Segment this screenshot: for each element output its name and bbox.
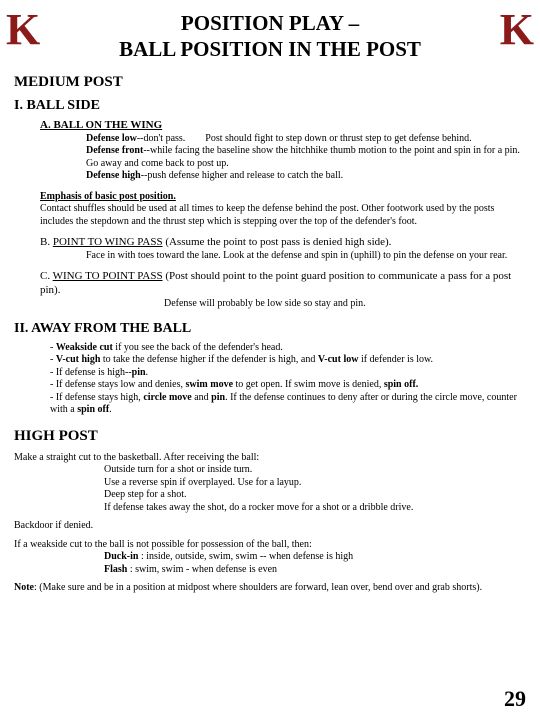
away-l4c: to get open. If swim move is denied,: [233, 379, 384, 390]
away-l4a: - If defense stays low and denies,: [50, 379, 186, 390]
section-ii: II. AWAY FROM THE BALL: [14, 320, 526, 338]
b-paren: (Assume the point to post pass is denied…: [163, 236, 392, 248]
away-line4: - If defense stays low and denies, swim …: [50, 379, 526, 392]
note-text: : (Make sure and be in a position at mid…: [34, 582, 482, 593]
high-l2: Use a reverse spin if overplayed. Use fo…: [104, 477, 526, 490]
c-heading: C. WING TO POINT PASS (Post should point…: [40, 270, 526, 298]
b-body: Face in with toes toward the lane. Look …: [86, 250, 526, 263]
high-l3: Deep step for a shot.: [104, 489, 526, 502]
away-l3b: pin: [132, 367, 146, 378]
duck-text: : inside, outside, swim, swim -- when de…: [138, 551, 353, 562]
a-high-text: --push defense higher and release to cat…: [141, 170, 343, 181]
c-body: Defense will probably be low side so sta…: [164, 298, 526, 311]
away-line5: - If defense stays high, circle move and…: [50, 392, 526, 417]
away-line2: - V-cut high to take the defense higher …: [50, 354, 526, 367]
emphasis-heading: Emphasis of basic post position.: [40, 191, 526, 204]
a-defense-high: Defense high--push defense higher and re…: [86, 170, 526, 183]
away-l3c: .: [146, 367, 149, 378]
away-l3a: - If defense is high--: [50, 367, 132, 378]
section-i-title: BALL SIDE: [26, 98, 100, 113]
a-low-label: Defense low: [86, 133, 137, 144]
away-l5d: pin: [211, 392, 225, 403]
a-low-post: Post should fight to step down or thrust…: [205, 133, 471, 144]
b-heading: B. POINT TO WING PASS (Assume the point …: [40, 236, 526, 250]
away-l1b: Weakside cut: [56, 342, 113, 353]
away-l5c: and: [192, 392, 211, 403]
heading-medium-post: MEDIUM POST: [14, 73, 526, 92]
duck-label: Duck-in: [104, 551, 138, 562]
away-l2c: to take the defense higher if the defend…: [100, 354, 317, 365]
away-l2d: V-cut low: [318, 354, 359, 365]
away-l5f: spin off: [77, 404, 109, 415]
a-high-label: Defense high: [86, 170, 141, 181]
high-flash: Flash : swim, swim - when defense is eve…: [104, 564, 526, 577]
away-l5b: circle move: [143, 392, 191, 403]
section-ii-title: AWAY FROM THE BALL: [31, 321, 191, 336]
section-i: I. BALL SIDE: [14, 97, 526, 115]
a-front-label: Defense front: [86, 145, 143, 156]
a-front-text: --while facing the baseline show the hit…: [86, 145, 520, 169]
heading-high-post: HIGH POST: [14, 427, 526, 446]
section-ii-num: II.: [14, 321, 28, 336]
section-i-num: I.: [14, 98, 23, 113]
away-l5g: .: [109, 404, 112, 415]
flash-text: : swim, swim - when defense is even: [127, 564, 277, 575]
a-low-text: --don't pass.: [137, 133, 185, 144]
away-l4d: spin off.: [384, 379, 418, 390]
high-backdoor: Backdoor if denied.: [14, 520, 526, 533]
a-defense-front: Defense front--while facing the baseline…: [86, 145, 526, 170]
b-title: POINT TO WING PASS: [53, 236, 163, 248]
high-note: Note: (Make sure and be in a position at…: [14, 582, 526, 595]
away-l2b: V-cut high: [56, 354, 101, 365]
high-l1: Outside turn for a shot or inside turn.: [104, 464, 526, 477]
away-line3: - If defense is high--pin.: [50, 367, 526, 380]
high-duck: Duck-in : inside, outside, swim, swim --…: [104, 551, 526, 564]
corner-k-left: K: [6, 2, 40, 57]
a-defense-low: Defense low--don't pass. Post should fig…: [86, 133, 526, 146]
c-lead: C.: [40, 270, 53, 282]
high-weak-intro: If a weakside cut to the ball is not pos…: [14, 539, 526, 552]
high-l4: If defense takes away the shot, do a roc…: [104, 502, 526, 515]
b-lead: B.: [40, 236, 53, 248]
flash-label: Flash: [104, 564, 127, 575]
c-title: WING TO POINT PASS: [53, 270, 163, 282]
away-line1: - Weakside cut if you see the back of th…: [50, 342, 526, 355]
corner-k-right: K: [500, 2, 534, 57]
emphasis-body: Contact shuffles should be used at all t…: [40, 203, 526, 228]
title-line1: POSITION PLAY –: [14, 10, 526, 36]
away-l2e: if defender is low.: [358, 354, 433, 365]
note-label: Note: [14, 582, 34, 593]
page-number: 29: [504, 685, 526, 713]
high-intro: Make a straight cut to the basketball. A…: [14, 452, 526, 465]
away-l5a: - If defense stays high,: [50, 392, 143, 403]
away-l4b: swim move: [186, 379, 234, 390]
away-l1c: if you see the back of the defender's he…: [113, 342, 283, 353]
a-heading: A. BALL ON THE WING: [40, 119, 526, 133]
title-line2: BALL POSITION IN THE POST: [14, 36, 526, 62]
